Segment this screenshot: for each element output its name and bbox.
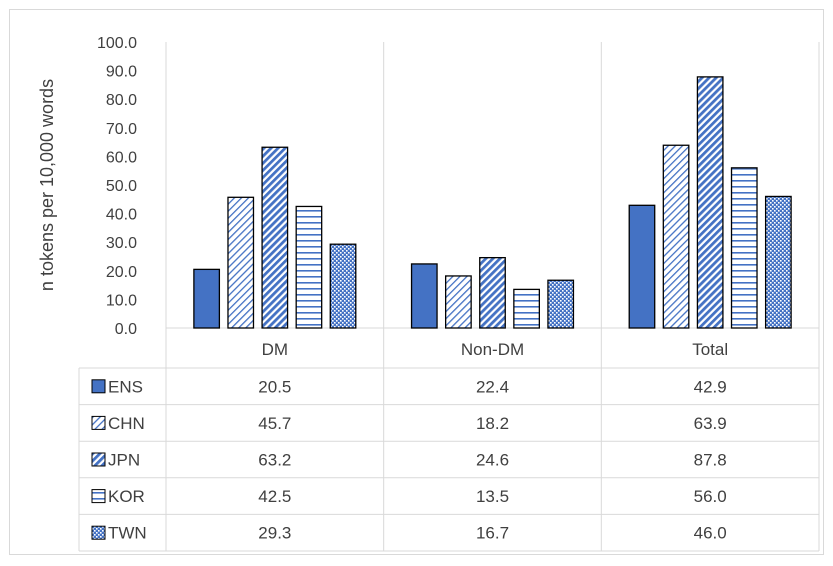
y-tick-label: 10.0 [106,292,137,309]
bar-ens-dm [193,268,221,329]
data-label: 22.4 [476,377,509,396]
x-category-label: Non-DM [461,340,524,359]
x-category-label: Total [692,340,728,359]
bar-kor-total [730,167,758,329]
data-label: 56.0 [694,487,727,506]
data-label: 42.9 [694,377,727,396]
legend-key-twn [91,525,106,540]
y-tick-label: 20.0 [106,264,137,281]
data-label: 42.5 [258,487,291,506]
legend-key-ens [91,379,106,394]
legend-label-ens: ENS [108,377,143,396]
data-label: 87.8 [694,451,727,470]
data-label: 46.0 [694,524,727,543]
legend-label-kor: KOR [108,487,145,506]
legend-label-jpn: JPN [108,451,140,470]
y-tick-labels: 0.0 10.0 20.0 30.0 40.0 50.0 60.0 70.0 80.0 90.0 1… [97,35,137,338]
bars [193,76,792,329]
y-tick-label: 40.0 [106,207,137,224]
bar-chn-dm [227,196,255,329]
data-label: 13.5 [476,487,509,506]
legend-key-jpn [91,452,106,467]
data-table: DM Non-DM Total ENS 20.5 22.4 42.9 CHN 45.7 18.2 6… [79,340,819,552]
y-tick-label: 90.0 [106,64,137,81]
data-label: 16.7 [476,524,509,543]
bar-kor-nondm [513,288,540,329]
bar-jpn-nondm [479,256,506,329]
data-label: 18.2 [476,414,509,433]
y-tick-label: 100.0 [97,35,137,52]
y-tick-label: 50.0 [106,178,137,195]
bar-chn-total [662,144,690,329]
data-label: 24.6 [476,451,509,470]
bar-chn-nondm [444,275,472,329]
bar-twn-dm [329,243,357,329]
y-tick-label: 80.0 [106,92,137,109]
y-tick-label: 60.0 [106,149,137,166]
y-tick-label: 70.0 [106,121,137,138]
data-label: 20.5 [258,377,291,396]
y-tick-label: 30.0 [106,235,137,252]
bar-jpn-total [696,76,724,329]
y-axis-title: n tokens per 10,000 words [37,79,57,291]
legend-label-chn: CHN [108,414,145,433]
bar-kor-dm [295,205,323,329]
bar-twn-nondm [547,279,575,329]
bar-twn-total [764,195,792,329]
data-label: 45.7 [258,414,291,433]
bar-ens-total [628,204,656,329]
legend-label-twn: TWN [108,524,147,543]
y-tick-label: 0.0 [115,321,137,338]
bar-jpn-dm [261,146,289,329]
legend-key-kor [91,489,106,504]
bar-ens-nondm [410,263,438,329]
data-label: 63.2 [258,451,291,470]
data-label: 29.3 [258,524,291,543]
data-label: 63.9 [694,414,727,433]
legend-key-chn [91,415,106,430]
x-category-label: DM [262,340,288,359]
